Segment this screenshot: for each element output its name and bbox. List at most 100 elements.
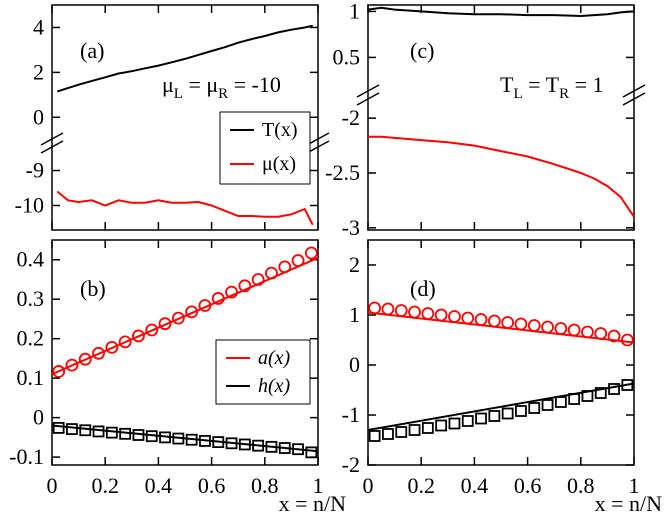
panel-c-annotation-part-4: = 1 bbox=[569, 72, 603, 97]
panel-c-axis-break-right bbox=[622, 84, 646, 106]
panel-b-ytick-label-4: 0.3 bbox=[17, 286, 45, 311]
panel-b-series-1-point-16 bbox=[265, 266, 278, 280]
panel-d-series-3-point-13 bbox=[541, 399, 554, 411]
panel-d-series-3-point-8 bbox=[475, 412, 487, 425]
panel-b-series-3-point-19 bbox=[305, 446, 318, 459]
panel-a-legend-label-mu: μ(x) bbox=[262, 153, 296, 175]
panel-c-annotation-part-2: = T bbox=[523, 72, 560, 97]
panel-b-xtick-label-0: 0 bbox=[47, 473, 58, 498]
panel-d-series-1-point-2 bbox=[394, 304, 408, 317]
panel-b-series-1-point-1 bbox=[65, 358, 79, 372]
panel-c-axis-break-right-stroke-2 bbox=[622, 92, 646, 106]
panel-d-series-1-point-4 bbox=[421, 307, 435, 320]
panel-c-axis-break-left-stroke-2 bbox=[356, 92, 380, 106]
panel-c-ytick-label-upper-1: 1 bbox=[349, 0, 360, 23]
panel-b-xtick-label-5: 1 bbox=[313, 473, 324, 498]
panel-d-series-1-point-5 bbox=[434, 308, 448, 322]
panel-a-axis-break-left-stroke-1 bbox=[40, 132, 64, 146]
panel-b-ytick-label-0: -0.1 bbox=[9, 444, 44, 469]
panel-a-annotation: μL = μR = -10 bbox=[162, 72, 281, 102]
panel-b-series-1-point-10 bbox=[185, 305, 199, 319]
panel-a-ytick-label-upper-0: 0 bbox=[33, 104, 44, 129]
panel-d-series-1-point-0 bbox=[368, 301, 382, 315]
panel-b-series-1-point-3 bbox=[92, 346, 105, 360]
panel-b-series-1-point-11 bbox=[198, 299, 212, 312]
panel-d-series-1-point-6 bbox=[448, 310, 461, 323]
panel-d-series-1-point-18 bbox=[607, 329, 621, 343]
panel-c-ytick-label-lower-0: -2 bbox=[342, 105, 360, 130]
panel-d-xtick-label-1: 0.2 bbox=[407, 473, 435, 498]
panel-d-series-3-point-16 bbox=[581, 390, 594, 402]
panel-d-series-3-point-7 bbox=[461, 415, 474, 427]
panel-d-series-1-point-10 bbox=[501, 316, 515, 329]
panel-d-series-3-point-2 bbox=[395, 426, 408, 438]
panel-b-legend-label-a: a(x) bbox=[258, 347, 291, 369]
panel-c-panel-label: (c) bbox=[410, 38, 434, 63]
panel-d-series-3-point-9 bbox=[488, 410, 501, 422]
panel-d-series-3-point-19 bbox=[621, 379, 634, 391]
panel-a-axis-break-right bbox=[306, 132, 330, 154]
panel-b-series-3-point-3 bbox=[92, 425, 105, 438]
panel-b-xlabel: x = n/N bbox=[279, 491, 347, 516]
panel-a-annotation-part-3: R bbox=[218, 86, 228, 102]
panel-b-series-1-point-6 bbox=[132, 329, 145, 343]
panel-b-series-3-point-11 bbox=[199, 435, 211, 447]
panel-a-axis-break-left bbox=[40, 132, 64, 154]
panel-d-series-3-point-10 bbox=[501, 407, 514, 420]
panel-b-series-1-point-4 bbox=[105, 340, 119, 354]
panel-c-annotation-part-0: T bbox=[500, 72, 514, 97]
panel-a-series-mu-line bbox=[56, 190, 314, 226]
panel-d-series-3-point-15 bbox=[568, 393, 581, 405]
panel-b-ytick-label-3: 0.2 bbox=[17, 326, 45, 351]
panel-c-ytick-label-upper-0: 0.5 bbox=[333, 44, 361, 69]
panel-b-series-1-point-9 bbox=[171, 311, 185, 325]
panel-d-series-3-point-6 bbox=[448, 417, 461, 430]
panel-d-series-1-point-14 bbox=[554, 322, 568, 335]
panel-d-panel-label: (d) bbox=[410, 276, 436, 301]
panel-d-series-1-point-11 bbox=[514, 317, 528, 331]
panel-d-series-2-line bbox=[367, 382, 635, 431]
panel-b-ytick-label-2: 0.1 bbox=[17, 365, 45, 390]
panel-b-series-1-point-19 bbox=[304, 246, 318, 260]
panel-b-series-1-point-0 bbox=[52, 365, 66, 378]
panel-b-series-3-point-1 bbox=[66, 423, 78, 435]
panel-b-series-1-point-8 bbox=[158, 317, 172, 331]
panel-a-ytick-label-lower-0: -9 bbox=[26, 158, 44, 183]
panel-b-series-3-point-12 bbox=[212, 436, 225, 449]
panel-d-xtick-label-3: 0.6 bbox=[514, 473, 542, 498]
panel-d-series-1-point-13 bbox=[541, 320, 554, 334]
panel-a-annotation-part-1: L bbox=[174, 86, 183, 102]
panel-b-series-3-point-5 bbox=[119, 427, 132, 440]
panel-b-series-1-point-15 bbox=[251, 273, 265, 286]
panel-b-series-3-point-6 bbox=[132, 429, 145, 441]
panel-d-series-3-point-12 bbox=[528, 402, 541, 414]
panel-b-series-1-point-5 bbox=[118, 335, 132, 349]
panel-d-series-3-point-17 bbox=[594, 387, 607, 399]
panel-d-series-3-point-4 bbox=[421, 422, 434, 434]
panel-d-xlabel: x = n/N bbox=[595, 491, 663, 516]
panel-a-panel-label: (a) bbox=[80, 38, 104, 63]
panel-d-xtick-label-0: 0 bbox=[363, 473, 374, 498]
panel-b-series-1-point-17 bbox=[278, 260, 292, 274]
panel-c-axis-break-left-stroke-1 bbox=[356, 84, 380, 98]
panel-b-legend-box bbox=[215, 339, 311, 405]
panel-d-series-1-point-17 bbox=[594, 327, 608, 340]
panel-a-series-T-line bbox=[56, 24, 313, 93]
panel-b-ytick-label-5: 0.4 bbox=[17, 247, 45, 272]
panel-a-ytick-label-lower-1: -10 bbox=[15, 193, 44, 218]
panel-d-series-1-point-7 bbox=[461, 311, 475, 325]
panel-b-series-3-point-10 bbox=[185, 433, 198, 446]
panel-b-frame bbox=[51, 239, 319, 466]
panel-b-series-0-line bbox=[51, 256, 319, 376]
panel-d-series-1-point-12 bbox=[527, 319, 541, 332]
panel-b-series-3-point-9 bbox=[172, 432, 185, 445]
panel-d-ytick-label-3: 1 bbox=[349, 302, 360, 327]
panel-d-ytick-label-2: 0 bbox=[349, 352, 360, 377]
panel-d-series-1-point-9 bbox=[487, 314, 501, 328]
panel-d-series-3-point-5 bbox=[435, 419, 448, 432]
panel-b-series-1-point-13 bbox=[225, 285, 238, 299]
panel-b-series-2-line bbox=[51, 424, 319, 453]
panel-b-series-3-point-0 bbox=[52, 421, 65, 434]
panel-a-axis-break-right-stroke-2 bbox=[306, 140, 330, 154]
